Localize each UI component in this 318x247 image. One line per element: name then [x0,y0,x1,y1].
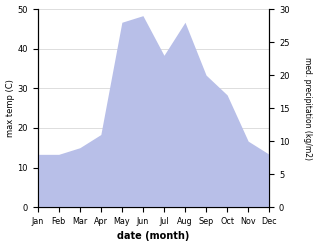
Y-axis label: med. precipitation (kg/m2): med. precipitation (kg/m2) [303,57,313,160]
X-axis label: date (month): date (month) [117,231,190,242]
Y-axis label: max temp (C): max temp (C) [5,79,15,137]
